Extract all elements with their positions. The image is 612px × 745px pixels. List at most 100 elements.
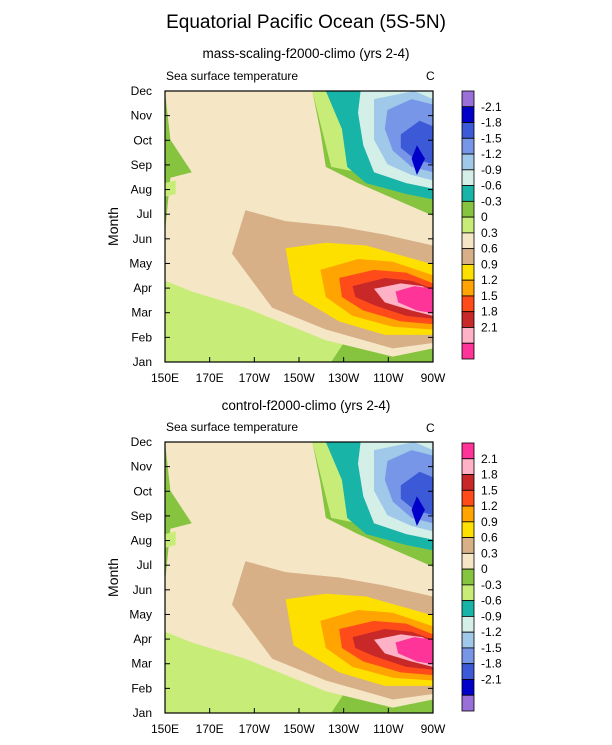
colorbar-box — [461, 679, 475, 696]
colorbar-box — [461, 552, 475, 570]
colorbar-label: -0.3 — [481, 194, 502, 208]
colorbar-label: 0.9 — [481, 515, 498, 529]
y-tick-label: Jul — [137, 207, 152, 221]
colorbar-label: -2.1 — [481, 100, 502, 114]
contour-band--2.4 — [411, 496, 425, 526]
x-tick-label: 110W — [373, 371, 404, 385]
y-tick-label: Mar — [131, 306, 152, 320]
colorbar-label: 0 — [481, 562, 488, 576]
x-tick-label: 150E — [151, 371, 179, 385]
x-tick-label: 150W — [283, 722, 315, 736]
y-tick-label: Aug — [131, 183, 152, 197]
colorbar-label: -1.2 — [481, 625, 502, 639]
colorbar-box — [461, 568, 475, 586]
contour-band--0.6 — [165, 180, 176, 197]
contour-band--0.6 — [165, 531, 176, 548]
x-tick-label: 170W — [239, 722, 271, 736]
page-title: Equatorial Pacific Ocean (5S-5N) — [166, 12, 446, 33]
colorbar-label: 0.9 — [481, 257, 498, 271]
colorbar-label: 1.5 — [481, 483, 498, 497]
colorbar-label: -0.6 — [481, 179, 502, 193]
colorbar-box — [461, 663, 475, 680]
colorbar-label: 1.8 — [481, 305, 498, 319]
colorbar-label: -1.8 — [481, 116, 502, 130]
colorbar-box — [461, 537, 475, 554]
colorbar-label: 1.2 — [481, 499, 498, 513]
contour-band--2.1 — [400, 120, 433, 165]
colorbar-label: -0.9 — [481, 163, 502, 177]
contour-field — [165, 442, 433, 713]
colorbar-label: -0.6 — [481, 594, 502, 608]
y-tick-label: Jan — [133, 706, 152, 720]
contour-band--2.1 — [400, 471, 433, 516]
colorbar-label: 0.6 — [481, 242, 498, 256]
colorbar-box — [461, 600, 475, 617]
colorbar-label: 2.1 — [481, 452, 498, 466]
y-tick-label: Sep — [131, 509, 153, 523]
y-tick-label: Aug — [131, 534, 152, 548]
x-tick-label: 150E — [151, 722, 179, 736]
colorbar-label: -1.5 — [481, 641, 502, 655]
y-tick-label: Sep — [131, 158, 153, 172]
panel-1-title: mass-scaling-f2000-climo (yrs 2-4) — [202, 46, 410, 61]
colorbar-box — [461, 474, 475, 491]
colorbar-box — [461, 342, 475, 360]
y-tick-label: Apr — [133, 632, 152, 646]
y-tick-label: Oct — [133, 133, 152, 147]
colorbar-box — [461, 616, 475, 633]
y-tick-label: Jun — [133, 583, 152, 597]
colorbar-box — [461, 694, 475, 712]
panel-1-subtitle: Sea surface temperature — [166, 69, 299, 83]
y-tick-label: Dec — [131, 84, 152, 98]
y-tick-label: Nov — [131, 109, 152, 123]
colorbar-box — [461, 458, 475, 475]
colorbar-label: -1.5 — [481, 131, 502, 145]
x-tick-label: 170E — [196, 722, 224, 736]
colorbar-box — [461, 584, 475, 602]
x-tick-label: 150W — [283, 371, 315, 385]
colorbar-label: -2.1 — [481, 672, 502, 686]
x-tick-label: 130W — [328, 371, 360, 385]
colorbar-box — [461, 505, 475, 523]
panel-1-unit: C — [426, 69, 435, 83]
x-tick-label: 90W — [421, 722, 446, 736]
y-tick-label: Apr — [133, 281, 152, 295]
y-tick-label: Jul — [137, 558, 152, 572]
colorbar-label: 1.2 — [481, 273, 498, 287]
contour-band-2.1 — [395, 637, 433, 665]
colorbar-label: 0.3 — [481, 546, 498, 560]
colorbar-label: 0 — [481, 210, 488, 224]
colorbar-box — [461, 521, 475, 538]
panel-2-title: control-f2000-climo (yrs 2-4) — [221, 398, 391, 413]
y-tick-label: Oct — [133, 484, 152, 498]
y-axis-label: Month — [105, 558, 121, 597]
y-tick-label: Feb — [131, 681, 152, 695]
x-tick-label: 130W — [328, 722, 360, 736]
colorbar-box — [461, 489, 475, 507]
colorbar-label: 1.8 — [481, 468, 498, 482]
contour-band-2.1 — [395, 286, 433, 314]
x-tick-label: 90W — [421, 371, 446, 385]
panel-2-subtitle: Sea surface temperature — [166, 420, 299, 434]
colorbar-box — [461, 631, 475, 649]
y-tick-label: Mar — [131, 657, 152, 671]
y-tick-label: Nov — [131, 460, 152, 474]
colorbar-label: -0.9 — [481, 609, 502, 623]
panel-2-unit: C — [426, 421, 435, 435]
y-axis-label: Month — [105, 207, 121, 246]
y-tick-label: May — [129, 256, 152, 270]
colorbar-label: 0.3 — [481, 226, 498, 240]
x-tick-label: 110W — [373, 722, 404, 736]
colorbar-box — [461, 442, 475, 460]
colorbar-label: -1.8 — [481, 657, 502, 671]
contour-band--2.4 — [411, 145, 425, 175]
y-tick-label: Dec — [131, 435, 152, 449]
y-tick-label: Jan — [133, 355, 152, 369]
x-tick-label: 170W — [239, 371, 271, 385]
colorbar-label: 2.1 — [481, 320, 498, 334]
colorbar-box — [461, 647, 475, 665]
colorbar-label: 1.5 — [481, 289, 498, 303]
colorbar-label: -1.2 — [481, 147, 502, 161]
